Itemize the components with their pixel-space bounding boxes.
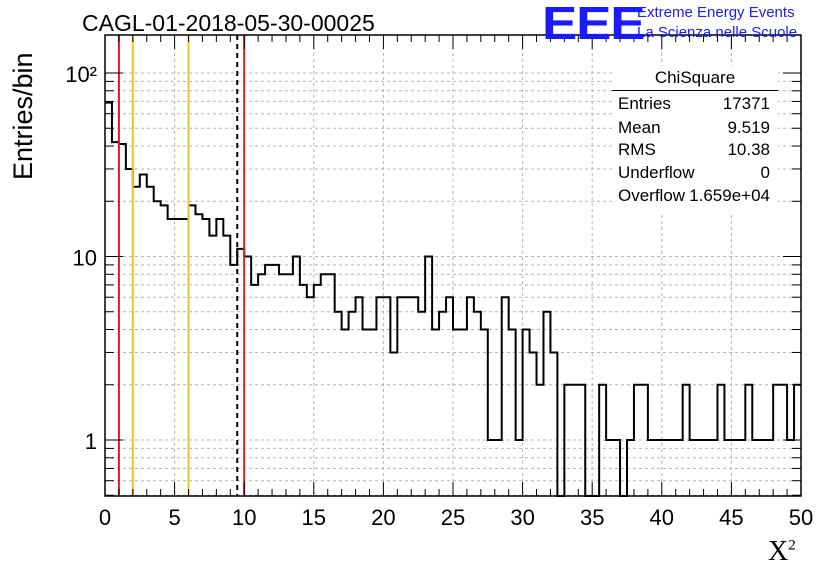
stats-key: Mean xyxy=(618,118,661,137)
stats-value: 1.659e+04 xyxy=(689,186,770,205)
stats-key: Underflow xyxy=(618,163,695,182)
stats-title: ChiSquare xyxy=(654,68,736,87)
stats-row-mean: Mean 9.519 xyxy=(618,118,770,140)
stats-row-rms: RMS 10.38 xyxy=(618,140,770,162)
stats-box: ChiSquare Entries 17371 Mean 9.519 RMS 1… xyxy=(612,66,778,212)
stats-value: 17371 xyxy=(722,94,770,113)
x-tick-label: 45 xyxy=(719,505,743,530)
x-tick-label: 5 xyxy=(168,505,180,530)
stats-row-overflow: Overflow 1.659e+04 xyxy=(618,186,770,208)
x-tick-label: 30 xyxy=(510,505,534,530)
chart-title: CAGL-01-2018-05-30-00025 xyxy=(82,10,375,36)
x-axis-label: X2 xyxy=(768,536,796,568)
stats-key: Entries xyxy=(618,94,671,113)
x-tick-label: 40 xyxy=(650,505,674,530)
histogram-series-line xyxy=(105,101,801,497)
x-axis-label-main: X xyxy=(768,536,789,567)
stats-row-underflow: Underflow 0 xyxy=(618,163,770,185)
stats-key: RMS xyxy=(618,140,656,159)
y-tick-label: 10 xyxy=(73,246,97,271)
x-tick-label: 10 xyxy=(232,505,256,530)
stats-key: Overflow xyxy=(618,186,686,205)
y-axis-label: Entries/bin xyxy=(8,52,38,180)
y-tick-label: 1 xyxy=(85,429,97,454)
x-tick-label: 50 xyxy=(789,505,813,530)
x-tick-label: 20 xyxy=(371,505,395,530)
stats-divider xyxy=(612,90,778,91)
logo-line-1: Extreme Energy Events xyxy=(637,4,795,21)
x-tick-label: 0 xyxy=(99,505,111,530)
stats-value: 0 xyxy=(760,163,770,182)
y-tick-label: 10² xyxy=(65,62,97,87)
x-tick-label: 25 xyxy=(441,505,465,530)
logo-line-2: La Scienza nelle Scuole xyxy=(637,24,798,41)
stats-value: 9.519 xyxy=(727,118,770,137)
x-axis-label-sup: 2 xyxy=(788,537,796,554)
stats-value: 10.38 xyxy=(727,140,770,159)
stats-row-entries: Entries 17371 xyxy=(618,94,770,116)
eee-logo: EEE xyxy=(542,0,646,49)
x-tick-label: 15 xyxy=(302,505,326,530)
x-tick-label: 35 xyxy=(580,505,604,530)
